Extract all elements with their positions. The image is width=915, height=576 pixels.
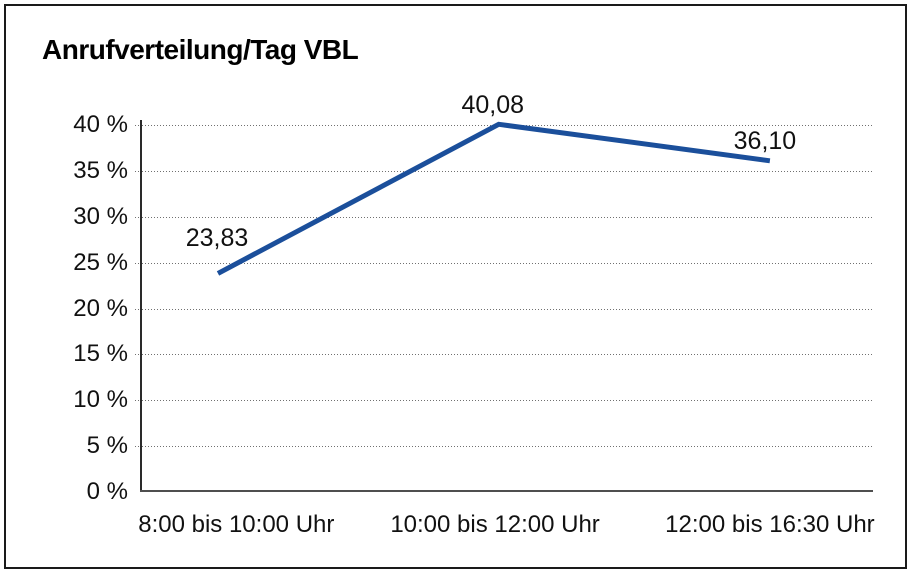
chart-title: Anrufverteilung/Tag VBL <box>42 34 359 65</box>
y-axis-label-40: 40 % <box>73 111 128 138</box>
gridline-10 <box>142 400 873 402</box>
data-label-1: 40,08 <box>461 91 524 120</box>
y-axis-label-25: 25 % <box>73 248 128 276</box>
chart-frame: Anrufverteilung/Tag VBL <box>4 4 907 569</box>
y-tick-30 <box>135 216 142 218</box>
data-label-2: 36,10 <box>733 126 797 155</box>
x-axis-label-1: 10:00 bis 12:00 Uhr <box>390 511 600 538</box>
y-axis-label-20: 20 % <box>73 294 128 322</box>
y-axis-label-35: 35 % <box>73 156 128 184</box>
gridline-15 <box>142 354 873 356</box>
data-label-0: 23,83 <box>185 224 249 253</box>
y-axis-label-10: 10 % <box>73 386 128 414</box>
x-axis-line <box>140 490 873 492</box>
y-axis-label-30: 30 % <box>73 202 128 230</box>
x-axis-label-2: 12:00 bis 16:30 Uhr <box>665 511 875 538</box>
gridline-20 <box>142 308 873 310</box>
y-tick-20 <box>135 308 142 310</box>
gridline-30 <box>142 216 873 218</box>
y-tick-35 <box>135 170 142 172</box>
y-tick-25 <box>135 262 142 264</box>
y-tick-5 <box>135 446 142 448</box>
gridline-25 <box>142 262 873 264</box>
gridline-35 <box>142 170 873 172</box>
y-axis-line <box>140 120 142 492</box>
y-tick-15 <box>135 354 142 356</box>
y-axis-label-0: 0 % <box>86 478 128 505</box>
y-tick-10 <box>135 400 142 402</box>
x-axis-label-0: 8:00 bis 10:00 Uhr <box>138 511 335 538</box>
gridline-5 <box>142 446 873 448</box>
y-tick-40 <box>135 125 142 126</box>
y-axis-label-15: 15 % <box>73 340 128 368</box>
y-axis-label-5: 5 % <box>86 432 128 460</box>
